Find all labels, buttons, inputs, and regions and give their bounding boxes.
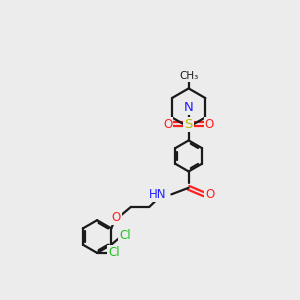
Text: CH₃: CH₃ bbox=[179, 71, 198, 81]
Text: O: O bbox=[205, 118, 214, 130]
Text: HN: HN bbox=[149, 188, 166, 201]
Text: O: O bbox=[112, 211, 121, 224]
Text: O: O bbox=[206, 188, 215, 201]
Text: S: S bbox=[184, 118, 193, 130]
Text: Cl: Cl bbox=[119, 229, 131, 242]
Text: N: N bbox=[184, 101, 194, 114]
Text: Cl: Cl bbox=[108, 246, 120, 260]
Text: O: O bbox=[163, 118, 172, 130]
